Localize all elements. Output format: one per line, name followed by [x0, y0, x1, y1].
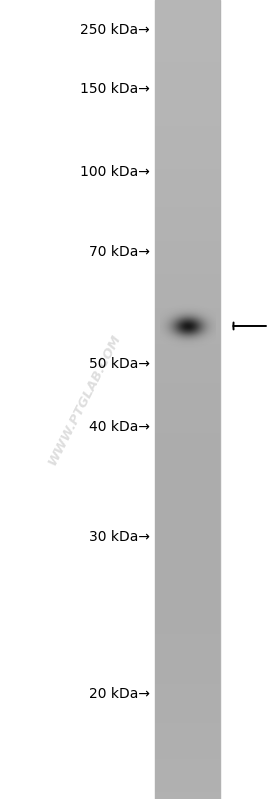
Text: 250 kDa→: 250 kDa→ [80, 23, 150, 38]
Text: 150 kDa→: 150 kDa→ [80, 82, 150, 97]
Text: 20 kDa→: 20 kDa→ [89, 686, 150, 701]
Text: WWW.PTGLAB.COM: WWW.PTGLAB.COM [45, 332, 123, 467]
Text: 70 kDa→: 70 kDa→ [89, 244, 150, 259]
Text: 100 kDa→: 100 kDa→ [80, 165, 150, 179]
Bar [155, 0, 220, 799]
Text: 50 kDa→: 50 kDa→ [89, 356, 150, 371]
Text: 30 kDa→: 30 kDa→ [89, 530, 150, 544]
Text: 40 kDa→: 40 kDa→ [89, 420, 150, 435]
